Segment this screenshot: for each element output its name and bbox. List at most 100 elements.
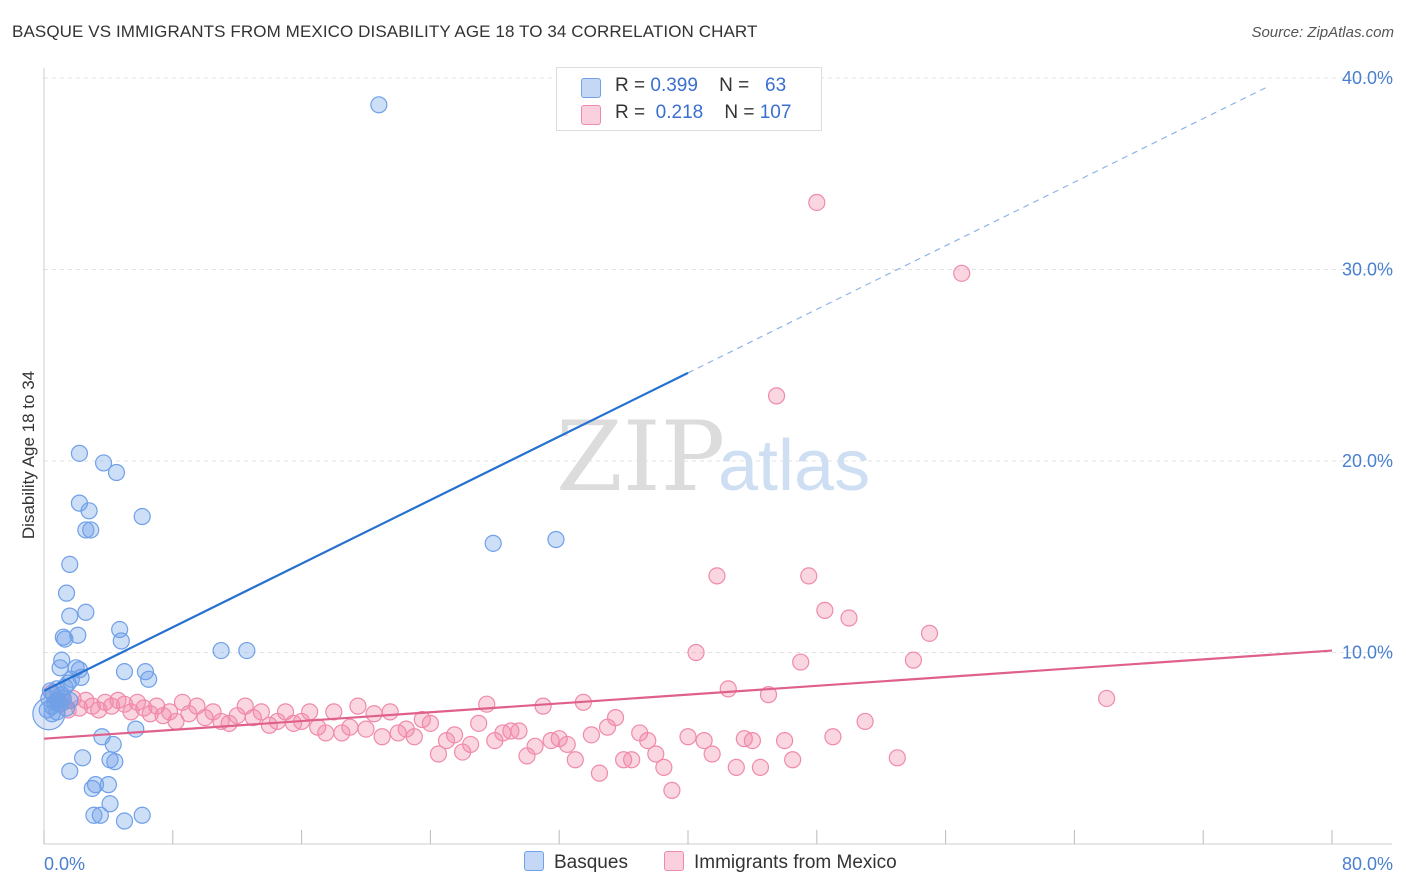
tick-labels: 10.0% 20.0% 30.0% 40.0% 0.0% 80.0% <box>44 68 1393 874</box>
data-point-basque <box>107 463 126 482</box>
data-point-mexico <box>888 749 906 767</box>
data-point-basque <box>94 454 113 472</box>
data-point-mexico <box>824 728 842 746</box>
legend-r-label: R = <box>615 75 646 96</box>
data-point-basque <box>115 812 134 830</box>
data-point-mexico <box>695 731 713 750</box>
data-point-mexico <box>341 718 359 736</box>
watermark-atlas: atlas <box>718 426 870 506</box>
data-point-mexico <box>606 709 625 727</box>
data-point-basque <box>370 96 388 114</box>
data-point-mexico <box>679 728 697 746</box>
y-axis-title: Disability Age 18 to 34 <box>19 371 38 539</box>
data-point-mexico <box>365 705 383 723</box>
data-point-mexico <box>759 686 778 704</box>
data-point-mexico <box>534 697 552 715</box>
data-point-mexico <box>663 781 681 799</box>
data-point-basque <box>70 444 89 462</box>
data-point-basque <box>127 720 145 738</box>
series-immigrants-from-mexico <box>43 193 1116 799</box>
y-tick-label: 40.0% <box>1342 68 1393 88</box>
legend-swatch-pink <box>664 851 684 871</box>
data-point-basque <box>61 607 79 625</box>
data-point-mexico <box>260 716 278 734</box>
legend-n-value: 107 <box>759 102 792 123</box>
data-point-basque <box>104 735 122 754</box>
data-point-mexico <box>135 699 153 717</box>
data-point-mexico <box>840 609 858 627</box>
data-point-mexico <box>558 735 576 754</box>
data-point-basque <box>106 753 124 771</box>
data-point-basque <box>91 806 109 824</box>
data-point-mexico <box>590 764 609 782</box>
data-point-mexico <box>122 703 140 721</box>
y-tick-label: 20.0% <box>1342 451 1393 471</box>
data-point-mexico <box>920 624 939 642</box>
data-point-mexico <box>708 567 726 585</box>
watermark-zip: ZIP <box>556 401 725 513</box>
trend-line-basques-extension <box>687 86 1268 374</box>
data-point-mexico <box>582 726 601 744</box>
legend-n-label: N = <box>724 102 755 123</box>
watermark: ZIP atlas <box>556 401 870 513</box>
data-point-mexico <box>462 735 480 754</box>
data-point-mexico <box>808 193 826 212</box>
x-tick-label-min: 0.0% <box>44 854 85 874</box>
data-point-mexico <box>856 712 874 731</box>
legend-label-mexico: Immigrants from Mexico <box>694 852 897 873</box>
source-label: Source: ZipAtlas.com <box>1251 24 1394 41</box>
y-tick-label: 10.0% <box>1342 643 1393 663</box>
data-point-mexico <box>510 722 528 740</box>
data-point-mexico <box>526 737 544 755</box>
legend-r-value: 0.218 <box>655 102 704 123</box>
data-point-basque <box>133 507 151 526</box>
data-point-mexico <box>381 703 399 721</box>
data-point-basque <box>238 641 256 660</box>
data-point-basque <box>53 651 71 669</box>
series-basques <box>32 96 565 830</box>
data-point-basque <box>80 502 98 520</box>
data-point-mexico <box>421 714 439 732</box>
data-point-basque <box>82 521 100 539</box>
data-point-basque <box>69 626 87 644</box>
data-point-mexico <box>566 751 584 769</box>
data-point-basque <box>86 776 105 794</box>
data-point-mexico <box>719 680 737 698</box>
data-point-mexico <box>357 720 375 738</box>
data-point-mexico <box>743 731 762 750</box>
data-point-mexico <box>727 758 745 777</box>
data-point-mexico <box>775 731 794 750</box>
data-point-basque <box>140 670 158 688</box>
chart-title: BASQUE VS IMMIGRANTS FROM MEXICO DISABIL… <box>12 22 758 41</box>
data-point-basque <box>61 555 79 574</box>
legend-n-label: N = <box>719 75 750 96</box>
legend-n-value: 63 <box>765 75 787 96</box>
data-point-mexico <box>389 724 407 742</box>
trend-line-basques <box>43 371 689 692</box>
data-point-mexico <box>160 703 179 721</box>
data-point-basque <box>85 806 103 824</box>
data-point-basque <box>77 521 95 539</box>
data-point-mexico <box>1097 689 1116 708</box>
data-point-basque <box>112 632 130 650</box>
data-point-mexico <box>751 758 770 777</box>
data-point-mexico <box>800 567 818 585</box>
bottom-legend-basques: Basques <box>524 851 628 874</box>
legend-label-basques: Basques <box>554 852 628 873</box>
data-point-mexico <box>687 643 705 662</box>
x-tick-label-max: 80.0% <box>1342 854 1393 874</box>
data-point-basque <box>484 534 502 552</box>
data-point-mexico <box>252 703 270 721</box>
data-point-basque <box>99 776 118 794</box>
data-point-basque <box>77 603 95 621</box>
trend-line-mexico <box>43 649 1333 740</box>
data-point-mexico <box>301 703 319 721</box>
data-point-basque <box>133 806 151 824</box>
data-point-mexico <box>413 710 431 729</box>
data-point-mexico <box>128 693 146 711</box>
data-point-mexico <box>703 745 721 763</box>
data-point-basque <box>56 630 74 648</box>
data-point-mexico <box>953 264 971 282</box>
legend-r-label: R = <box>615 102 646 123</box>
